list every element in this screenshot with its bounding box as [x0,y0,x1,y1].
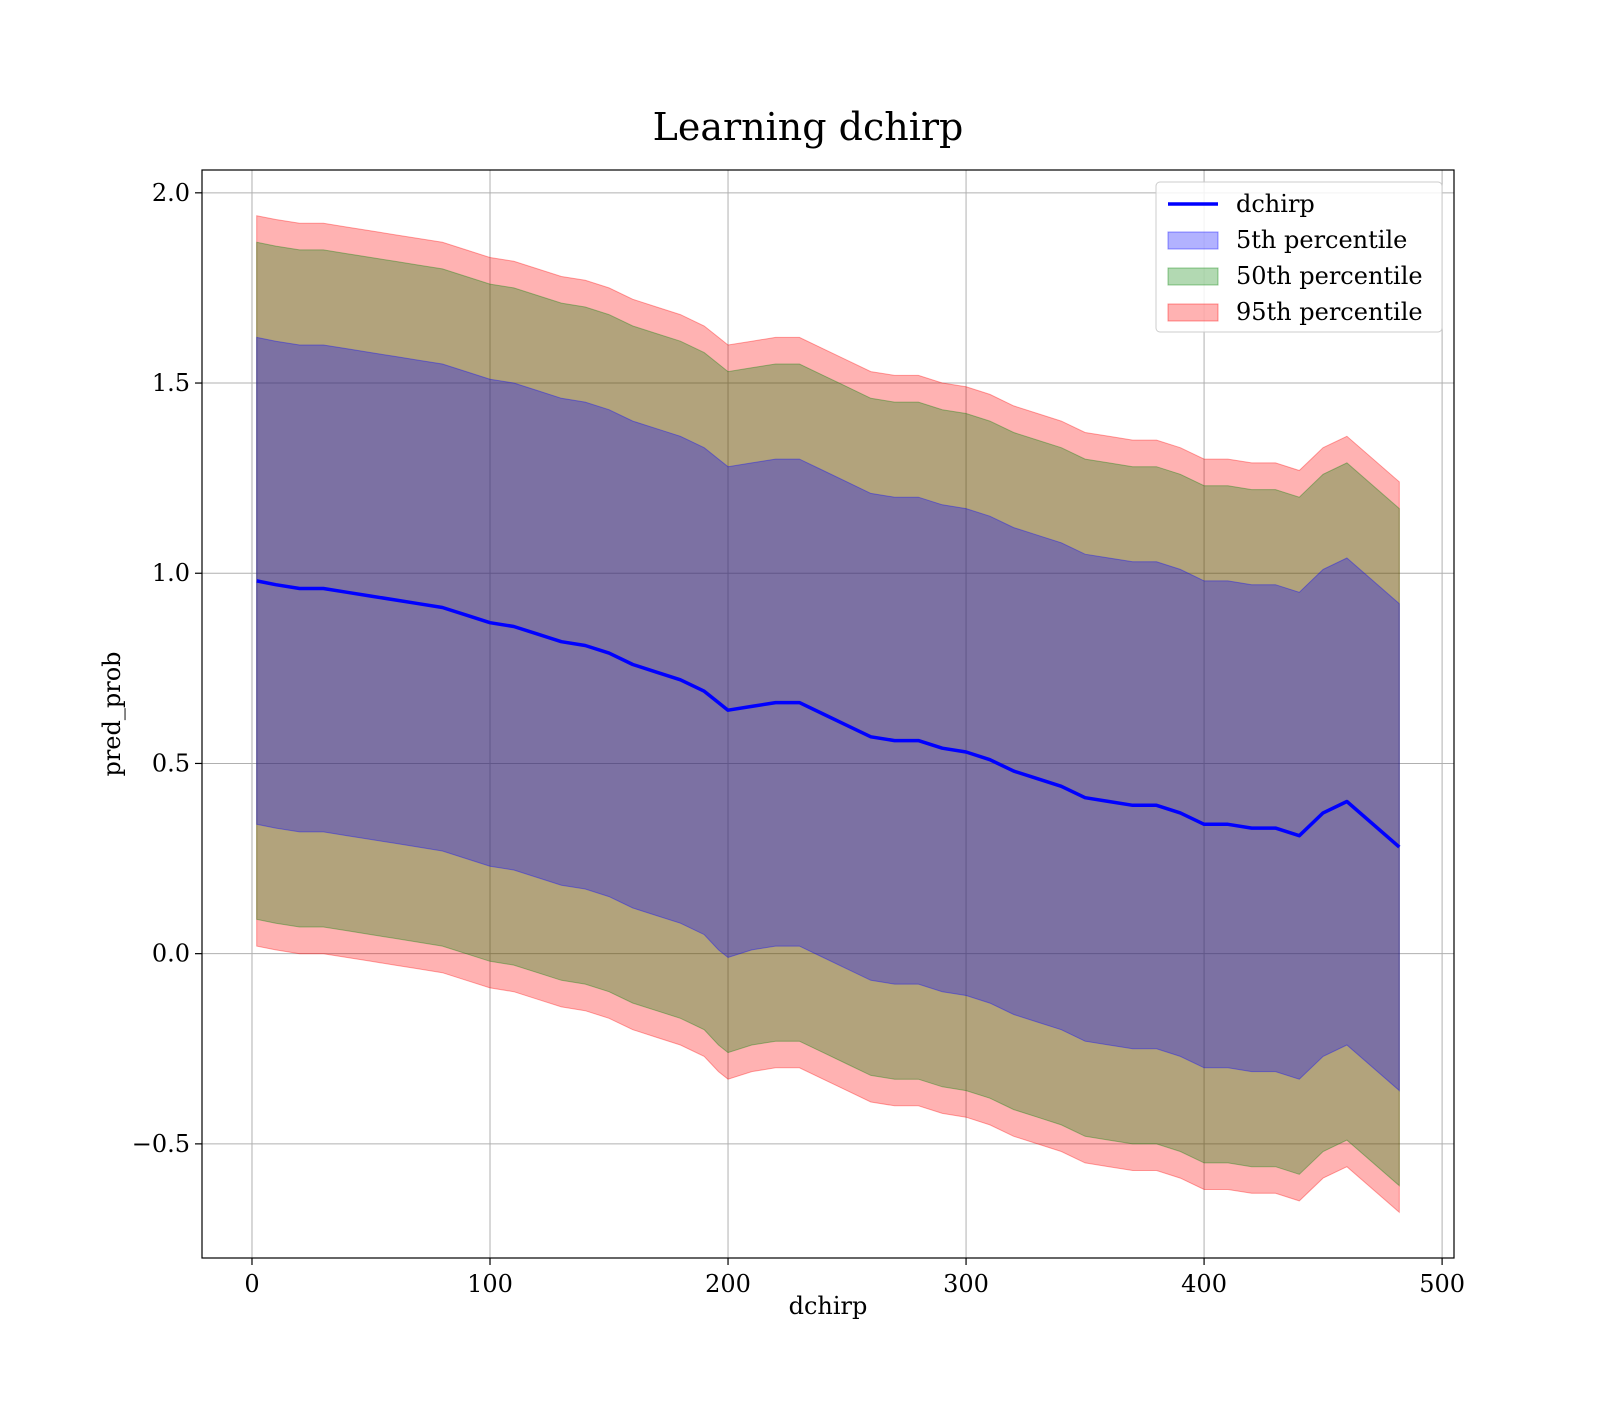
band-50th-percentile [256,241,1400,1187]
plot-frame [201,169,1455,1259]
legend-band-swatch [1167,303,1219,322]
x-tick-label: 100 [467,1270,513,1298]
x-tick-label: 400 [1181,1270,1227,1298]
y-tick-label: 0.0 [152,940,190,968]
band-5th-percentile [256,336,1400,1092]
legend-label: 95th percentile [1236,298,1423,326]
x-tick-label: 300 [943,1270,989,1298]
legend-label: 50th percentile [1236,262,1423,290]
y-axis-ticks: −0.5 0.0 0.5 1.0 1.5 2.0 [132,179,202,1158]
chart-title: Learning dchirp [653,105,964,149]
y-tick-label: 0.5 [152,749,190,777]
percentile-bands [256,215,1400,1214]
legend-label: 5th percentile [1236,226,1407,254]
x-tick-label: 200 [705,1270,751,1298]
grid-lines [202,170,1454,1258]
legend-frame [1155,181,1443,333]
x-axis-ticks: 0 100 200 300 400 500 [244,1258,1465,1298]
legend-band-swatch [1167,267,1219,286]
series-line-dchirp [256,579,1401,849]
legend-label: dchirp [1236,190,1315,218]
x-axis-label: dchirp [789,1292,868,1320]
legend-items: dchirp 5th percentile 50th percentile 95th … [1167,190,1423,326]
x-tick-label: 500 [1419,1270,1465,1298]
y-tick-label: 1.0 [152,559,190,587]
y-tick-label: 1.5 [152,369,190,397]
y-tick-label: −0.5 [132,1130,190,1158]
legend-band-swatch [1167,231,1219,250]
y-tick-label: 2.0 [152,179,190,207]
band-95th-percentile [256,215,1400,1214]
legend: dchirp 5th percentile 50th percentile 95th … [1155,181,1443,333]
x-tick-label: 0 [244,1270,259,1298]
series-lines [256,579,1401,849]
y-axis-label: pred_prob [98,651,126,776]
